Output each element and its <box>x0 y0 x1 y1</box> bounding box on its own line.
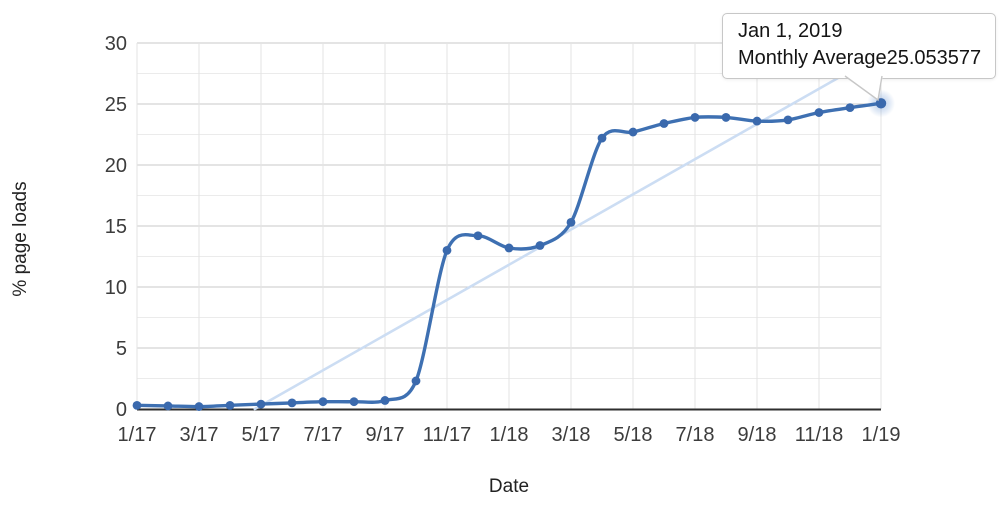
data-point[interactable] <box>225 400 235 410</box>
tooltip-value-row: Monthly Average25.053577 <box>738 45 981 72</box>
y-tick-label: 15 <box>105 216 127 238</box>
tooltip-date: Jan 1, 2019 <box>738 20 843 42</box>
x-tick-label: 9/18 <box>738 424 777 446</box>
tooltip-value: 25.053577 <box>886 47 982 69</box>
data-point[interactable] <box>380 396 390 405</box>
data-point[interactable] <box>473 231 483 241</box>
data-point[interactable] <box>814 108 824 117</box>
data-point[interactable] <box>504 243 514 253</box>
data-point[interactable] <box>287 398 297 408</box>
x-tick-label: 1/19 <box>862 424 901 446</box>
x-tick-label: 11/17 <box>423 424 472 446</box>
y-axis-title: % page loads <box>10 181 31 297</box>
y-tick-label: 20 <box>105 155 127 177</box>
y-tick-label: 0 <box>116 399 127 421</box>
x-tick-label: 7/17 <box>304 424 343 446</box>
y-tick-label: 25 <box>105 94 127 116</box>
data-point[interactable] <box>194 402 204 411</box>
tooltip: Jan 1, 2019 Monthly Average25.053577 <box>722 13 997 79</box>
x-tick-label: 5/17 <box>242 424 281 446</box>
x-tick-label: 1/17 <box>118 424 157 446</box>
data-point[interactable] <box>628 127 638 137</box>
data-point[interactable] <box>411 376 421 386</box>
y-tick-label: 10 <box>105 277 127 299</box>
tooltip-callout-arrow <box>844 74 883 102</box>
y-tick-label: 5 <box>116 338 127 360</box>
x-tick-label: 9/17 <box>366 424 405 446</box>
x-axis-title: Date <box>488 476 530 497</box>
data-point[interactable] <box>690 113 700 122</box>
data-point[interactable] <box>442 246 452 255</box>
data-point[interactable] <box>318 397 328 407</box>
data-point[interactable] <box>566 217 576 227</box>
data-point[interactable] <box>597 133 607 143</box>
x-tick-label: 7/18 <box>676 424 715 446</box>
data-point[interactable] <box>163 401 173 411</box>
data-point[interactable] <box>845 103 855 113</box>
x-tick-label: 1/18 <box>490 424 529 446</box>
tooltip-series-label: Monthly Average <box>738 47 887 69</box>
x-tick-label: 5/18 <box>614 424 653 446</box>
x-tick-label: 3/18 <box>552 424 591 446</box>
data-point[interactable] <box>256 399 266 409</box>
data-point[interactable] <box>752 116 762 126</box>
data-point[interactable] <box>132 400 142 410</box>
data-point[interactable] <box>349 397 359 407</box>
data-point[interactable] <box>783 115 793 125</box>
x-tick-label: 3/17 <box>180 424 219 446</box>
data-point[interactable] <box>721 113 731 122</box>
data-point[interactable] <box>659 119 669 128</box>
data-point[interactable] <box>535 241 545 250</box>
y-tick-label: 30 <box>105 33 127 55</box>
x-tick-label: 11/18 <box>795 424 844 446</box>
